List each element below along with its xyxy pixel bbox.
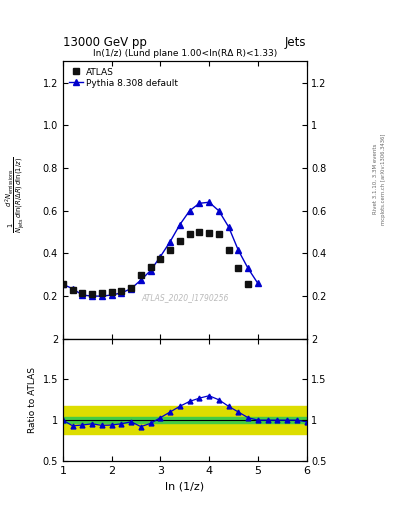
ATLAS <box>168 247 173 253</box>
Title: ln(1/z) (Lund plane 1.00<ln(RΔ R)<1.33): ln(1/z) (Lund plane 1.00<ln(RΔ R)<1.33) <box>93 49 277 58</box>
ATLAS <box>119 288 124 294</box>
Pythia 8.308 default <box>99 293 104 299</box>
Y-axis label: Ratio to ATLAS: Ratio to ATLAS <box>28 367 37 433</box>
ATLAS <box>148 264 153 270</box>
Pythia 8.308 default <box>138 277 143 283</box>
Pythia 8.308 default <box>148 267 153 273</box>
Pythia 8.308 default <box>197 200 202 206</box>
Text: mcplots.cern.ch [arXiv:1306.3436]: mcplots.cern.ch [arXiv:1306.3436] <box>381 134 386 225</box>
Pythia 8.308 default <box>70 286 75 292</box>
ATLAS <box>61 281 65 287</box>
ATLAS <box>178 238 182 244</box>
ATLAS <box>129 285 134 291</box>
Pythia 8.308 default <box>178 222 182 228</box>
Line: ATLAS: ATLAS <box>60 229 251 297</box>
ATLAS <box>109 289 114 295</box>
ATLAS <box>207 230 211 236</box>
Text: $\frac{1}{N_\mathsf{jets}}\frac{d^2 N_\mathsf{emissions}}{d\ln(R/\Delta R)\,d\ln: $\frac{1}{N_\mathsf{jets}}\frac{d^2 N_\m… <box>4 156 28 233</box>
Pythia 8.308 default <box>217 208 221 214</box>
Pythia 8.308 default <box>129 286 134 292</box>
ATLAS <box>90 291 94 297</box>
ATLAS <box>99 290 104 296</box>
ATLAS <box>187 231 192 238</box>
ATLAS <box>158 255 163 262</box>
ATLAS <box>197 229 202 235</box>
X-axis label: ln (1/z): ln (1/z) <box>165 481 204 491</box>
Pythia 8.308 default <box>61 281 65 287</box>
ATLAS <box>246 281 250 287</box>
Text: Rivet 3.1.10, 3.3M events: Rivet 3.1.10, 3.3M events <box>373 144 378 215</box>
Pythia 8.308 default <box>226 224 231 230</box>
Pythia 8.308 default <box>207 199 211 205</box>
ATLAS <box>70 287 75 293</box>
Pythia 8.308 default <box>109 292 114 298</box>
ATLAS <box>217 231 221 238</box>
Pythia 8.308 default <box>80 292 85 298</box>
ATLAS <box>80 290 85 296</box>
Pythia 8.308 default <box>119 290 124 296</box>
Pythia 8.308 default <box>90 293 94 299</box>
Pythia 8.308 default <box>158 253 163 260</box>
ATLAS <box>138 272 143 278</box>
Pythia 8.308 default <box>236 247 241 253</box>
Line: Pythia 8.308 default: Pythia 8.308 default <box>60 200 261 299</box>
Pythia 8.308 default <box>255 280 260 286</box>
Pythia 8.308 default <box>168 239 173 245</box>
Pythia 8.308 default <box>187 208 192 214</box>
Text: 13000 GeV pp: 13000 GeV pp <box>63 36 147 49</box>
ATLAS <box>236 265 241 271</box>
Text: ATLAS_2020_I1790256: ATLAS_2020_I1790256 <box>141 293 228 302</box>
Text: Jets: Jets <box>285 36 307 49</box>
Legend: ATLAS, Pythia 8.308 default: ATLAS, Pythia 8.308 default <box>67 66 180 90</box>
Pythia 8.308 default <box>246 265 250 271</box>
ATLAS <box>226 247 231 253</box>
